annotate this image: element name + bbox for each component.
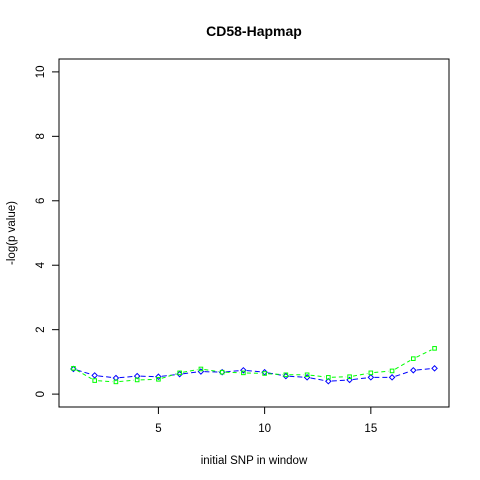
chart-title: CD58-Hapmap [206, 23, 302, 39]
y-tick-label: 10 [35, 65, 47, 78]
y-tick-label: 4 [35, 261, 47, 268]
y-tick-label: 8 [35, 133, 47, 139]
y-tick-label: 2 [35, 326, 47, 332]
x-tick-label: 15 [364, 423, 377, 435]
y-tick-label: 0 [35, 391, 47, 397]
x-tick-label: 10 [258, 423, 271, 435]
y-axis-label: -log(p value) [6, 201, 18, 265]
x-tick-label: 5 [155, 423, 161, 435]
y-tick-label: 6 [35, 198, 47, 204]
x-axis-label: initial SNP in window [201, 455, 308, 467]
